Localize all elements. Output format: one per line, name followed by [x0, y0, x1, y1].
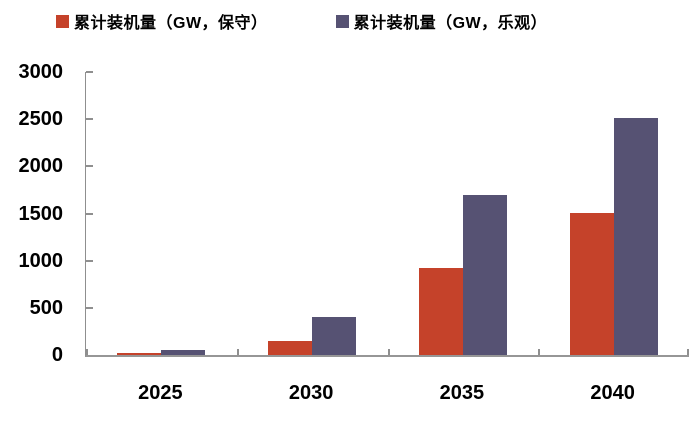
legend-swatch-optimistic	[335, 14, 349, 28]
legend: 累计装机量（GW，保守） 累计装机量（GW，乐观）	[56, 9, 547, 33]
legend-swatch-conservative	[56, 14, 69, 28]
y-tick-label-2500: 2500	[18, 108, 64, 131]
x-tick-mark	[687, 349, 689, 355]
y-tick-label-0: 0	[51, 344, 63, 366]
bar-conservative-2030	[268, 341, 312, 355]
legend-item-conservative: 累计装机量（GW，保守）	[56, 9, 268, 33]
x-axis-label-2030: 2030	[288, 382, 334, 404]
y-tick-mark	[86, 306, 93, 309]
legend-label-conservative: 累计装机量（GW，保守）	[74, 15, 268, 32]
bar-conservative-2040	[570, 213, 614, 355]
y-tick-mark	[86, 212, 93, 215]
y-tick-mark	[86, 118, 93, 121]
y-tick-label-2000: 2000	[18, 155, 64, 178]
plot-area	[85, 71, 689, 357]
y-tick-mark	[86, 165, 93, 168]
legend-label-optimistic: 累计装机量（GW，乐观）	[353, 15, 548, 32]
x-axis-label-2040: 2040	[590, 382, 635, 404]
bar-conservative-2025	[117, 353, 161, 355]
x-tick-mark	[237, 349, 239, 355]
x-tick-mark	[86, 349, 88, 355]
x-axis-label-2025: 2025	[138, 382, 183, 404]
x-tick-mark	[538, 349, 540, 355]
y-tick-label-500: 500	[29, 296, 63, 319]
bar-optimistic-2030	[312, 317, 356, 355]
y-tick-label-1000: 1000	[18, 249, 64, 272]
bar-optimistic-2040	[614, 118, 658, 355]
x-tick-mark	[388, 349, 390, 355]
bar-optimistic-2025	[161, 350, 205, 355]
bar-optimistic-2035	[463, 195, 507, 355]
y-tick-mark	[86, 259, 93, 262]
y-tick-mark	[86, 71, 93, 73]
y-tick-label-1500: 1500	[18, 202, 64, 225]
bar-conservative-2035	[419, 268, 463, 355]
x-axis-label-2035: 2035	[439, 382, 485, 404]
legend-item-optimistic: 累计装机量（GW，乐观）	[335, 9, 548, 33]
y-tick-label-3000: 3000	[18, 61, 64, 83]
